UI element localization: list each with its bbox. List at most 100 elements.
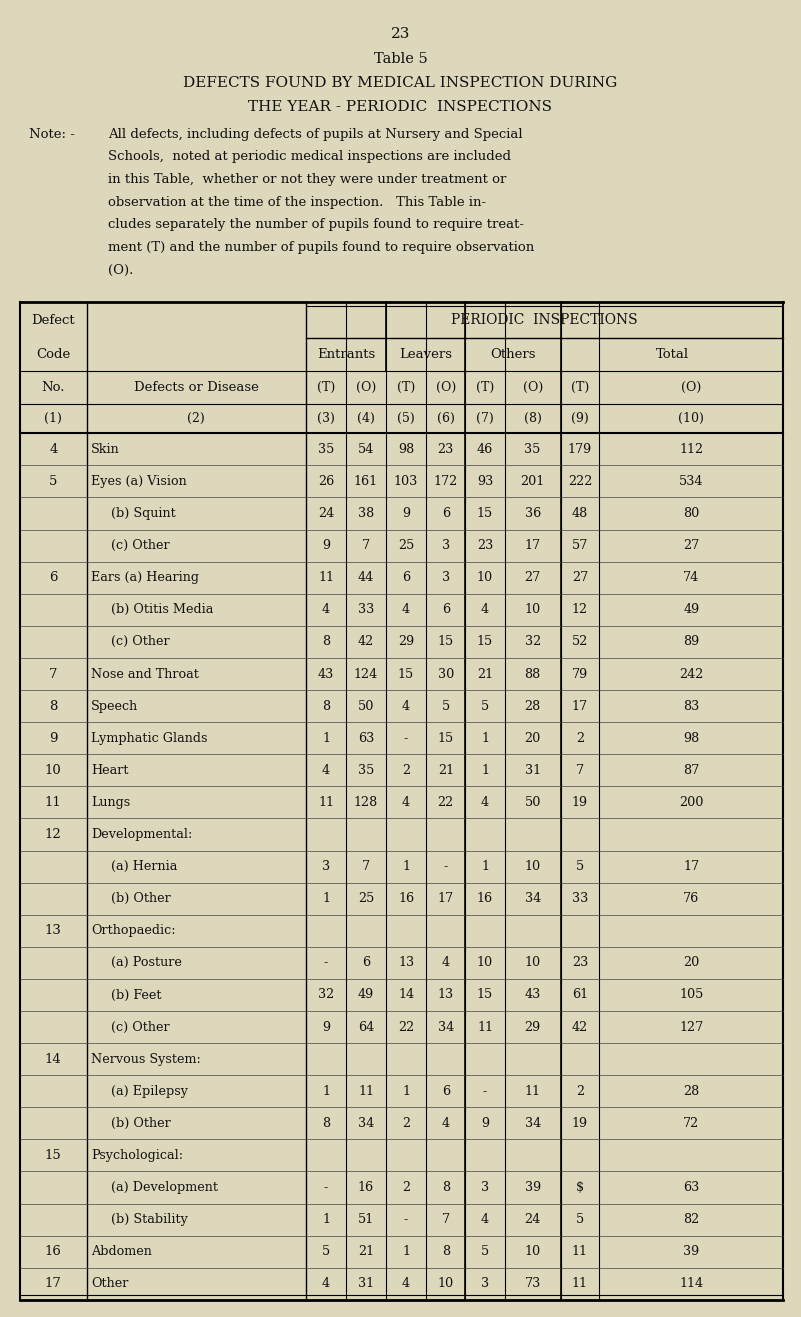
Text: 19: 19 bbox=[572, 1117, 588, 1130]
Text: 42: 42 bbox=[572, 1021, 588, 1034]
Text: 38: 38 bbox=[358, 507, 374, 520]
Text: 161: 161 bbox=[354, 475, 378, 487]
Text: (c) Other: (c) Other bbox=[91, 1021, 170, 1034]
Text: 23: 23 bbox=[437, 443, 454, 456]
Text: 1: 1 bbox=[402, 1246, 410, 1258]
Text: 10: 10 bbox=[525, 603, 541, 616]
Text: 35: 35 bbox=[525, 443, 541, 456]
Text: 10: 10 bbox=[477, 572, 493, 585]
Text: 6: 6 bbox=[49, 572, 58, 585]
Text: 10: 10 bbox=[437, 1277, 454, 1291]
Text: (O): (O) bbox=[522, 382, 543, 394]
Text: 39: 39 bbox=[525, 1181, 541, 1195]
Text: (T): (T) bbox=[397, 382, 415, 394]
Text: -: - bbox=[404, 732, 409, 744]
Text: 8: 8 bbox=[49, 699, 58, 712]
Text: 19: 19 bbox=[572, 795, 588, 809]
Text: (c) Other: (c) Other bbox=[91, 539, 170, 552]
Text: (3): (3) bbox=[317, 412, 335, 425]
Text: 200: 200 bbox=[679, 795, 703, 809]
Text: 4: 4 bbox=[322, 1277, 330, 1291]
Text: 16: 16 bbox=[358, 1181, 374, 1195]
Text: -: - bbox=[483, 1085, 487, 1098]
Text: (a) Development: (a) Development bbox=[91, 1181, 219, 1195]
Text: -: - bbox=[324, 956, 328, 969]
Text: (6): (6) bbox=[437, 412, 455, 425]
Text: 179: 179 bbox=[568, 443, 592, 456]
Text: 4: 4 bbox=[481, 1213, 489, 1226]
Text: 4: 4 bbox=[402, 603, 410, 616]
Text: Ears (a) Hearing: Ears (a) Hearing bbox=[91, 572, 199, 585]
Text: (c) Other: (c) Other bbox=[91, 635, 170, 648]
Text: 3: 3 bbox=[441, 572, 450, 585]
Text: 46: 46 bbox=[477, 443, 493, 456]
Text: 3: 3 bbox=[441, 539, 450, 552]
Text: 32: 32 bbox=[525, 635, 541, 648]
Text: 1: 1 bbox=[322, 892, 330, 905]
Text: 10: 10 bbox=[477, 956, 493, 969]
Text: 11: 11 bbox=[572, 1246, 588, 1258]
Text: (a) Posture: (a) Posture bbox=[91, 956, 182, 969]
Text: 20: 20 bbox=[683, 956, 699, 969]
Text: 4: 4 bbox=[322, 764, 330, 777]
Text: 11: 11 bbox=[358, 1085, 374, 1098]
Text: 127: 127 bbox=[679, 1021, 703, 1034]
Text: 25: 25 bbox=[358, 892, 374, 905]
Text: 35: 35 bbox=[358, 764, 374, 777]
Text: PERIODIC  INSPECTIONS: PERIODIC INSPECTIONS bbox=[452, 313, 638, 327]
Text: 57: 57 bbox=[572, 539, 588, 552]
Text: 15: 15 bbox=[45, 1148, 62, 1162]
Text: 1: 1 bbox=[481, 732, 489, 744]
Text: 21: 21 bbox=[358, 1246, 374, 1258]
Text: 83: 83 bbox=[683, 699, 699, 712]
Text: Developmental:: Developmental: bbox=[91, 828, 193, 842]
Text: 51: 51 bbox=[358, 1213, 374, 1226]
Text: 34: 34 bbox=[525, 1117, 541, 1130]
Text: 15: 15 bbox=[398, 668, 414, 681]
Text: Code: Code bbox=[36, 349, 70, 361]
Text: 5: 5 bbox=[322, 1246, 330, 1258]
Text: 43: 43 bbox=[318, 668, 334, 681]
Text: 4: 4 bbox=[402, 699, 410, 712]
Text: 5: 5 bbox=[576, 860, 584, 873]
Text: Schools,  noted at periodic medical inspections are included: Schools, noted at periodic medical inspe… bbox=[108, 150, 511, 163]
Text: 13: 13 bbox=[398, 956, 414, 969]
Text: 17: 17 bbox=[45, 1277, 62, 1291]
Text: 5: 5 bbox=[441, 699, 450, 712]
Text: Speech: Speech bbox=[91, 699, 139, 712]
Text: 242: 242 bbox=[679, 668, 703, 681]
Text: 7: 7 bbox=[362, 860, 370, 873]
Text: observation at the time of the inspection.   This Table in-: observation at the time of the inspectio… bbox=[108, 196, 486, 209]
Text: Leavers: Leavers bbox=[399, 349, 453, 361]
Text: 105: 105 bbox=[679, 989, 703, 1001]
Text: Heart: Heart bbox=[91, 764, 129, 777]
Text: -: - bbox=[324, 1181, 328, 1195]
Text: 8: 8 bbox=[441, 1181, 450, 1195]
Text: Abdomen: Abdomen bbox=[91, 1246, 152, 1258]
Text: 4: 4 bbox=[402, 795, 410, 809]
Text: Nose and Throat: Nose and Throat bbox=[91, 668, 199, 681]
Text: 98: 98 bbox=[398, 443, 414, 456]
Text: 4: 4 bbox=[441, 1117, 450, 1130]
Text: 8: 8 bbox=[441, 1246, 450, 1258]
Text: 6: 6 bbox=[441, 1085, 450, 1098]
Text: 44: 44 bbox=[358, 572, 374, 585]
Text: 17: 17 bbox=[525, 539, 541, 552]
Text: 63: 63 bbox=[358, 732, 374, 744]
Text: No.: No. bbox=[42, 382, 65, 394]
Text: 8: 8 bbox=[322, 699, 330, 712]
Text: 87: 87 bbox=[683, 764, 699, 777]
Text: 32: 32 bbox=[318, 989, 334, 1001]
Text: 2: 2 bbox=[402, 1181, 410, 1195]
Text: (5): (5) bbox=[397, 412, 415, 425]
Text: 43: 43 bbox=[525, 989, 541, 1001]
Text: 23: 23 bbox=[572, 956, 588, 969]
Text: 3: 3 bbox=[481, 1181, 489, 1195]
Text: 29: 29 bbox=[398, 635, 414, 648]
Text: 2: 2 bbox=[576, 1085, 584, 1098]
Text: 13: 13 bbox=[45, 925, 62, 938]
Text: 7: 7 bbox=[49, 668, 58, 681]
Text: 31: 31 bbox=[358, 1277, 374, 1291]
Text: 124: 124 bbox=[354, 668, 378, 681]
Text: 74: 74 bbox=[683, 572, 699, 585]
